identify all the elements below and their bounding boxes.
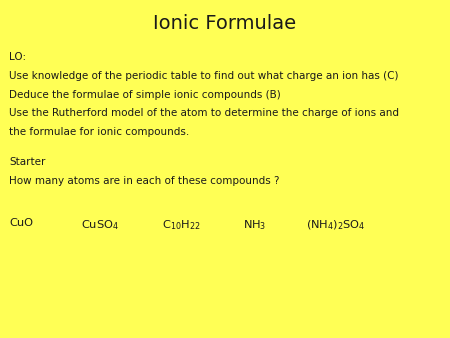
Text: (NH$_4$)$_2$SO$_4$: (NH$_4$)$_2$SO$_4$ xyxy=(306,218,365,232)
Text: CuSO$_4$: CuSO$_4$ xyxy=(81,218,119,232)
Text: the formulae for ionic compounds.: the formulae for ionic compounds. xyxy=(9,127,189,137)
Text: LO:: LO: xyxy=(9,52,26,63)
Text: How many atoms are in each of these compounds ?: How many atoms are in each of these comp… xyxy=(9,176,279,186)
Text: Deduce the formulae of simple ionic compounds (B): Deduce the formulae of simple ionic comp… xyxy=(9,90,281,100)
Text: NH$_3$: NH$_3$ xyxy=(243,218,266,232)
Text: Ionic Formulae: Ionic Formulae xyxy=(153,14,297,32)
Text: CuO: CuO xyxy=(9,218,33,228)
Text: C$_{10}$H$_{22}$: C$_{10}$H$_{22}$ xyxy=(162,218,201,232)
Text: Use knowledge of the periodic table to find out what charge an ion has (C): Use knowledge of the periodic table to f… xyxy=(9,71,399,81)
Text: Use the Rutherford model of the atom to determine the charge of ions and: Use the Rutherford model of the atom to … xyxy=(9,108,399,118)
Text: Starter: Starter xyxy=(9,157,45,167)
